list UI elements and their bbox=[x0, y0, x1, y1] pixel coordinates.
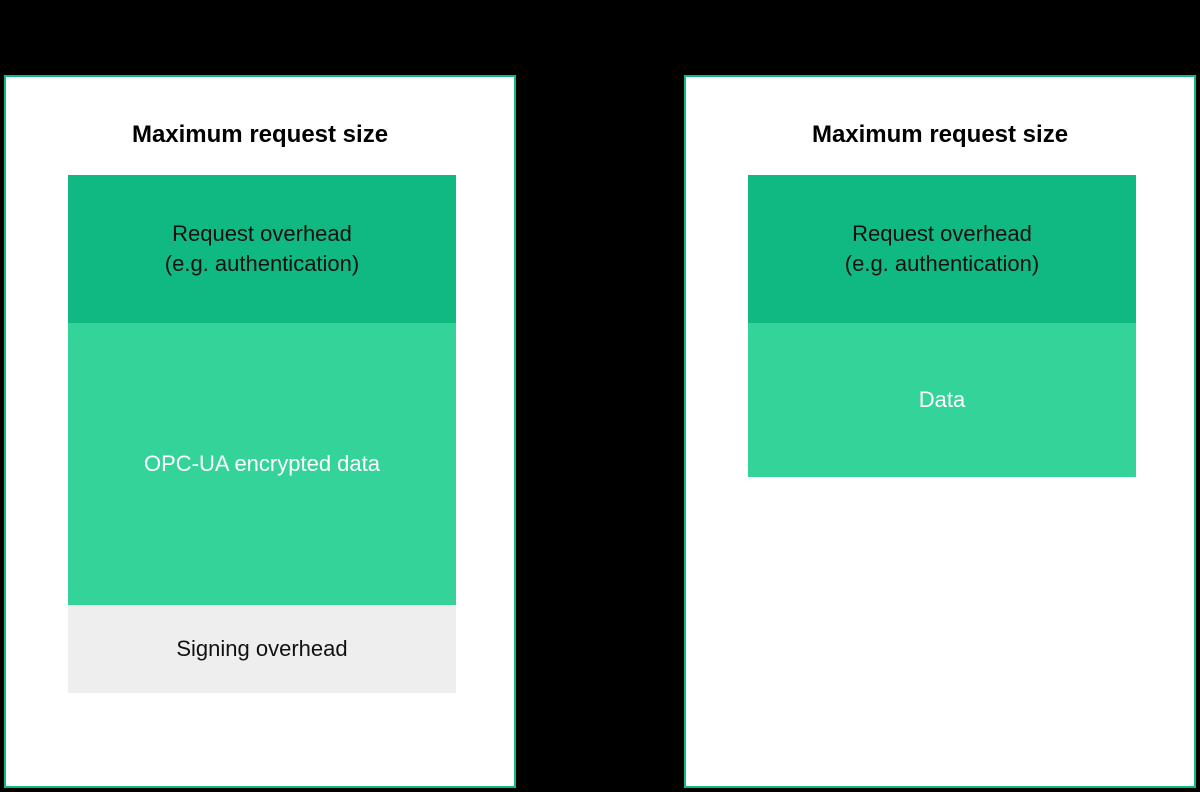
left-signing-segment: Signing overhead bbox=[68, 605, 456, 693]
right-overhead-segment: Request overhead (e.g. authentication) bbox=[748, 175, 1136, 323]
left-overhead-segment: Request overhead (e.g. authentication) bbox=[68, 175, 456, 323]
left-overhead-label-line1: Request overhead bbox=[172, 219, 352, 249]
left-panel: Maximum request size Request overhead (e… bbox=[4, 75, 516, 788]
left-signing-label: Signing overhead bbox=[176, 634, 347, 664]
left-overhead-label-line2: (e.g. authentication) bbox=[165, 249, 359, 279]
right-overhead-label-line2: (e.g. authentication) bbox=[845, 249, 1039, 279]
left-panel-title: Maximum request size bbox=[6, 121, 514, 149]
right-panel: Maximum request size Request overhead (e… bbox=[684, 75, 1196, 788]
left-data-label: OPC-UA encrypted data bbox=[144, 449, 380, 479]
right-data-segment: Data bbox=[748, 323, 1136, 477]
right-data-label: Data bbox=[919, 385, 965, 415]
right-panel-title: Maximum request size bbox=[686, 121, 1194, 149]
left-data-segment: OPC-UA encrypted data bbox=[68, 323, 456, 605]
right-overhead-label-line1: Request overhead bbox=[852, 219, 1032, 249]
